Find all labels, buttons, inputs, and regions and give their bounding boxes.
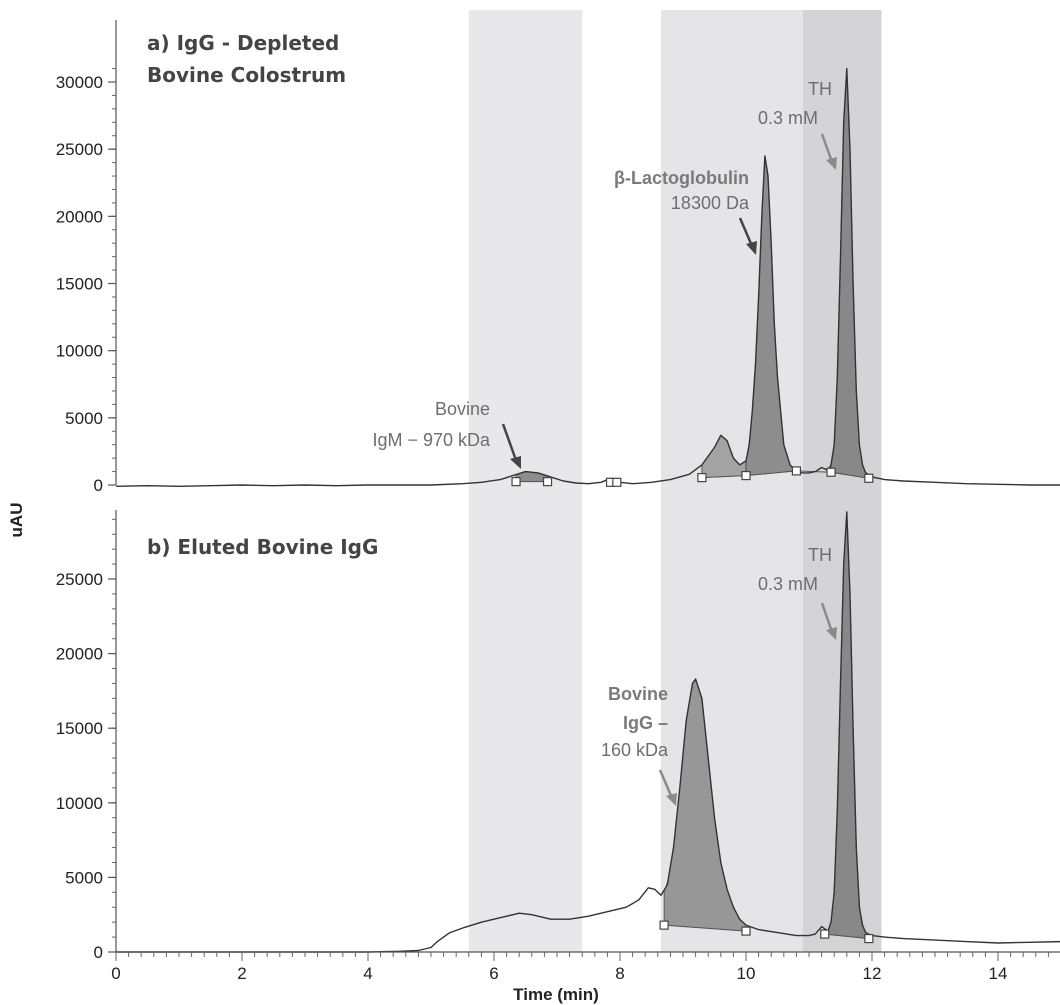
panel-b-markers [659, 920, 874, 944]
panel-a-title-line1: a) IgG - Depleted [147, 31, 339, 55]
panel-b-y-tick-label: 5000 [65, 868, 103, 887]
panel-a-y-tick-label: 15000 [56, 275, 103, 294]
panel-a: 0 5000 10000 15000 20000 25000 30000 a) IgG - … [56, 20, 1060, 495]
x-axis: 0 2 4 6 8 10 12 14 [111, 951, 1060, 983]
panel-b-baseline [824, 933, 869, 940]
annotation-th-b-arrow [820, 602, 834, 633]
panel-a-integration-marker [511, 477, 521, 487]
panel-b-integration-marker [820, 929, 830, 939]
annotation-th-b-arrowhead [826, 627, 837, 640]
panel-a-y-tick-label: 30000 [56, 73, 103, 92]
x-tick-label: 10 [737, 964, 756, 983]
panel-a-integration-marker [864, 473, 874, 483]
annotation-igm-line1: Bovine [435, 399, 490, 419]
panel-b-integration-marker [864, 933, 874, 944]
annotation-th-a-arrow [820, 133, 834, 163]
annotation-th-a-line2: 0.3 mM [758, 108, 818, 128]
panel-a-y-tick-label: 5000 [65, 409, 103, 428]
panel-b-y-axis: 0 5000 10000 15000 20000 25000 [56, 510, 117, 962]
annotation-igg-line2: IgG – [623, 713, 668, 733]
panel-b-title: b) Eluted Bovine IgG [147, 535, 378, 559]
panel-b-integration-marker [659, 920, 669, 930]
panel-a-y-tick-label: 20000 [56, 207, 103, 226]
annotation-th-a-arrowhead [826, 157, 837, 170]
y-axis-title: uAU [7, 503, 26, 538]
x-tick-label: 14 [989, 964, 1008, 983]
annotation-th-b-line1: TH [808, 545, 832, 565]
panel-a-integration-marker [826, 467, 836, 477]
annotation-blg-arrow [738, 217, 754, 247]
annotation-igg-line3: 160 kDa [601, 740, 669, 760]
x-tick-label: 8 [615, 964, 624, 983]
panel-b-trace [116, 511, 1060, 953]
panel-a-series [115, 67, 1060, 487]
annotation-th-a-line1: TH [808, 79, 832, 99]
x-tick-label: 0 [111, 964, 120, 983]
panel-b-y-tick-label: 20000 [56, 645, 103, 664]
panel-a-y-tick-label: 0 [94, 476, 103, 495]
panel-a-markers [511, 466, 874, 487]
panel-a-y-axis: 0 5000 10000 15000 20000 25000 30000 [56, 20, 117, 495]
panel-a-integration-marker [741, 470, 751, 481]
panel-a-baseline [745, 470, 797, 477]
annotation-igg-line1: Bovine [608, 684, 668, 704]
panel-b-y-tick-label: 15000 [56, 719, 103, 738]
panel-a-integration-marker [612, 477, 622, 487]
panel-a-baseline [701, 475, 747, 479]
panel-b-series [116, 511, 1060, 953]
panel-a-integration-marker [697, 473, 707, 483]
panel-b-y-tick-label: 25000 [56, 570, 103, 589]
panel-a-integration-marker [791, 466, 802, 476]
panel-b-integration-marker [741, 926, 751, 936]
panel-a-title-line2: Bovine Colostrum [147, 63, 346, 87]
annotation-igm-line2: IgM − 970 kDa [372, 430, 491, 450]
panel-a-trace [115, 67, 1060, 487]
panel-b: 0 5000 10000 15000 20000 25000 b) Eluted Bovi… [56, 510, 1060, 962]
x-tick-label: 4 [363, 964, 372, 983]
panel-a-y-tick-label: 25000 [56, 140, 103, 159]
annotation-th-b-line2: 0.3 mM [758, 574, 818, 594]
x-tick-label: 2 [237, 964, 246, 983]
annotation-igm-arrow [501, 423, 519, 464]
panel-b-y-tick-label: 0 [94, 943, 103, 962]
annotation-blg-line2: 18300 Da [671, 193, 750, 213]
panel-a-y-tick-label: 10000 [56, 342, 103, 361]
annotation-blg-arrowhead [746, 241, 757, 255]
panel-a-integration-marker [542, 477, 553, 487]
panel-a-baseline [830, 471, 869, 479]
panel-b-baseline [664, 924, 747, 932]
x-tick-label: 12 [863, 964, 882, 983]
annotation-blg-line1: β-Lactoglobulin [614, 168, 749, 188]
panel-b-y-tick-label: 10000 [56, 794, 103, 813]
annotation-igg-arrowhead [666, 793, 677, 806]
x-axis-title: Time (min) [513, 985, 599, 1004]
annotation-igm-arrowhead [510, 456, 521, 469]
annotation-igg-arrow [658, 769, 674, 799]
x-tick-label: 6 [489, 964, 498, 983]
